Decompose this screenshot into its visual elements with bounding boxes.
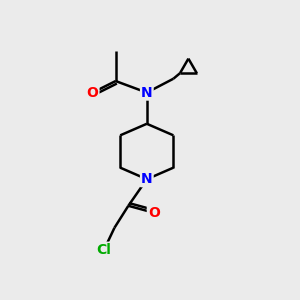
Text: O: O: [148, 206, 160, 220]
Text: N: N: [141, 85, 153, 100]
Text: O: O: [87, 85, 98, 100]
Text: Cl: Cl: [97, 243, 112, 257]
Text: N: N: [141, 172, 153, 186]
